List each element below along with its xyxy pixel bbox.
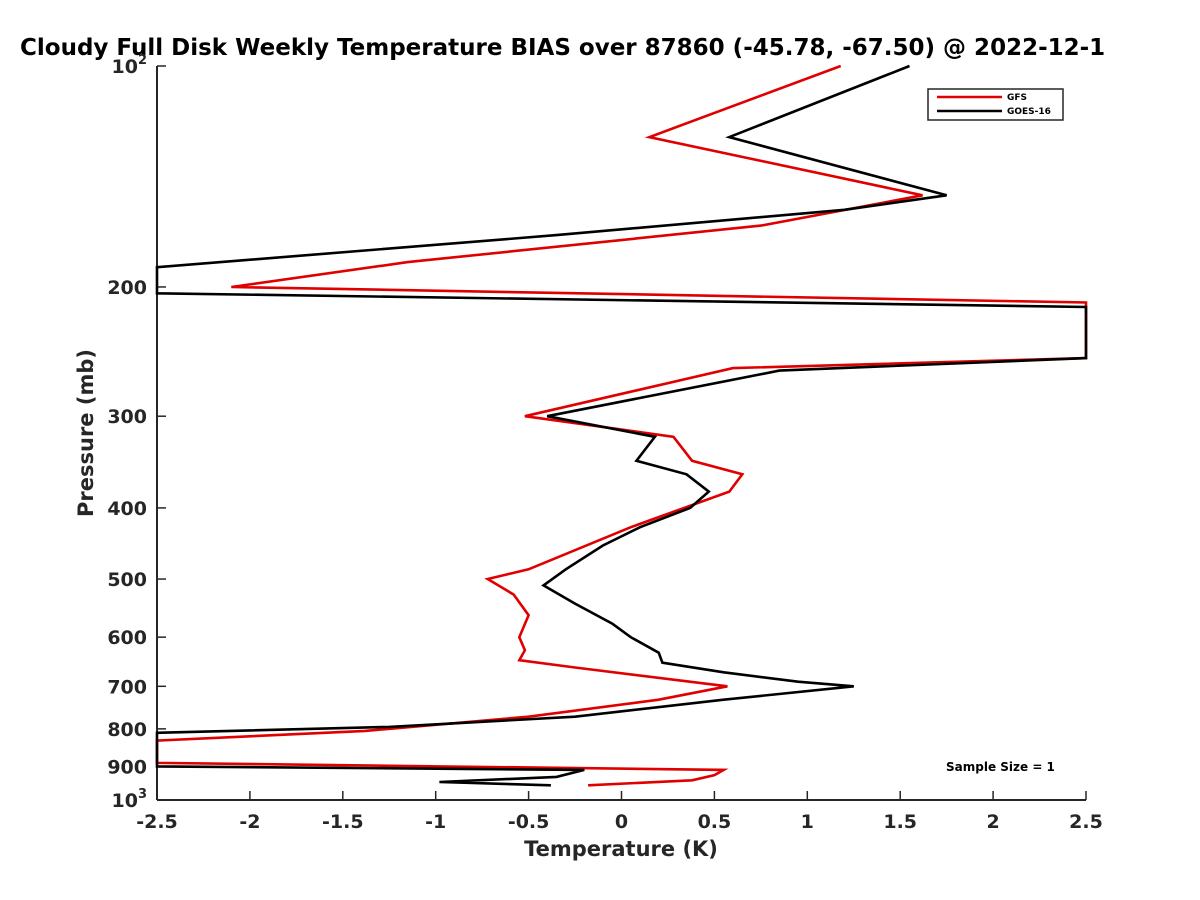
legend: GFS GOES-16 <box>927 88 1064 121</box>
x-tick-label: -2.5 <box>136 811 178 833</box>
x-ticks: -2.5 -2 -1.5 -1 -0.5 0 0.5 1 1.5 2 2.5 <box>136 791 1103 833</box>
x-tick-label: 0.5 <box>698 811 732 833</box>
x-tick-label: -2 <box>239 811 260 833</box>
sample-size-annotation: Sample Size = 1 <box>946 760 1055 774</box>
y-tick-label: 300 <box>107 406 147 428</box>
x-tick-label: 2 <box>986 811 999 833</box>
y-tick-label: 103 <box>112 787 148 812</box>
y-tick-label: 200 <box>107 277 147 299</box>
x-tick-label: -0.5 <box>508 811 550 833</box>
series-line-goes16 <box>155 64 1088 787</box>
plot-area <box>156 66 1086 801</box>
x-tick-label: -1 <box>425 811 446 833</box>
y-tick-base: 10 <box>112 56 138 78</box>
y-tick-label: 900 <box>107 756 147 778</box>
series-layer <box>155 64 1088 787</box>
x-axis-label: Temperature (K) <box>524 837 718 861</box>
y-tick-base: 10 <box>112 790 138 812</box>
chart-title: Cloudy Full Disk Weekly Temperature BIAS… <box>20 35 1105 61</box>
y-tick-label: 600 <box>107 627 147 649</box>
y-tick-exponent: 3 <box>138 787 147 802</box>
y-tick-label: 102 <box>112 53 148 78</box>
legend-box <box>927 88 1064 121</box>
y-tick-label: 700 <box>107 676 147 698</box>
legend-label-goes16: GOES-16 <box>1007 107 1051 117</box>
series-line-gfs <box>155 64 1088 787</box>
y-tick-exponent: 2 <box>138 53 147 68</box>
legend-label-gfs: GFS <box>1007 93 1027 103</box>
y-tick-label: 800 <box>107 719 147 741</box>
x-tick-label: 1 <box>801 811 814 833</box>
y-axis-label: Pressure (mb) <box>74 349 98 517</box>
x-tick-label: -1.5 <box>322 811 364 833</box>
y-tick-label: 500 <box>107 569 147 591</box>
x-tick-label: 2.5 <box>1069 811 1103 833</box>
x-tick-label: 1.5 <box>883 811 917 833</box>
x-tick-label: 0 <box>615 811 628 833</box>
y-tick-label: 400 <box>107 498 147 520</box>
